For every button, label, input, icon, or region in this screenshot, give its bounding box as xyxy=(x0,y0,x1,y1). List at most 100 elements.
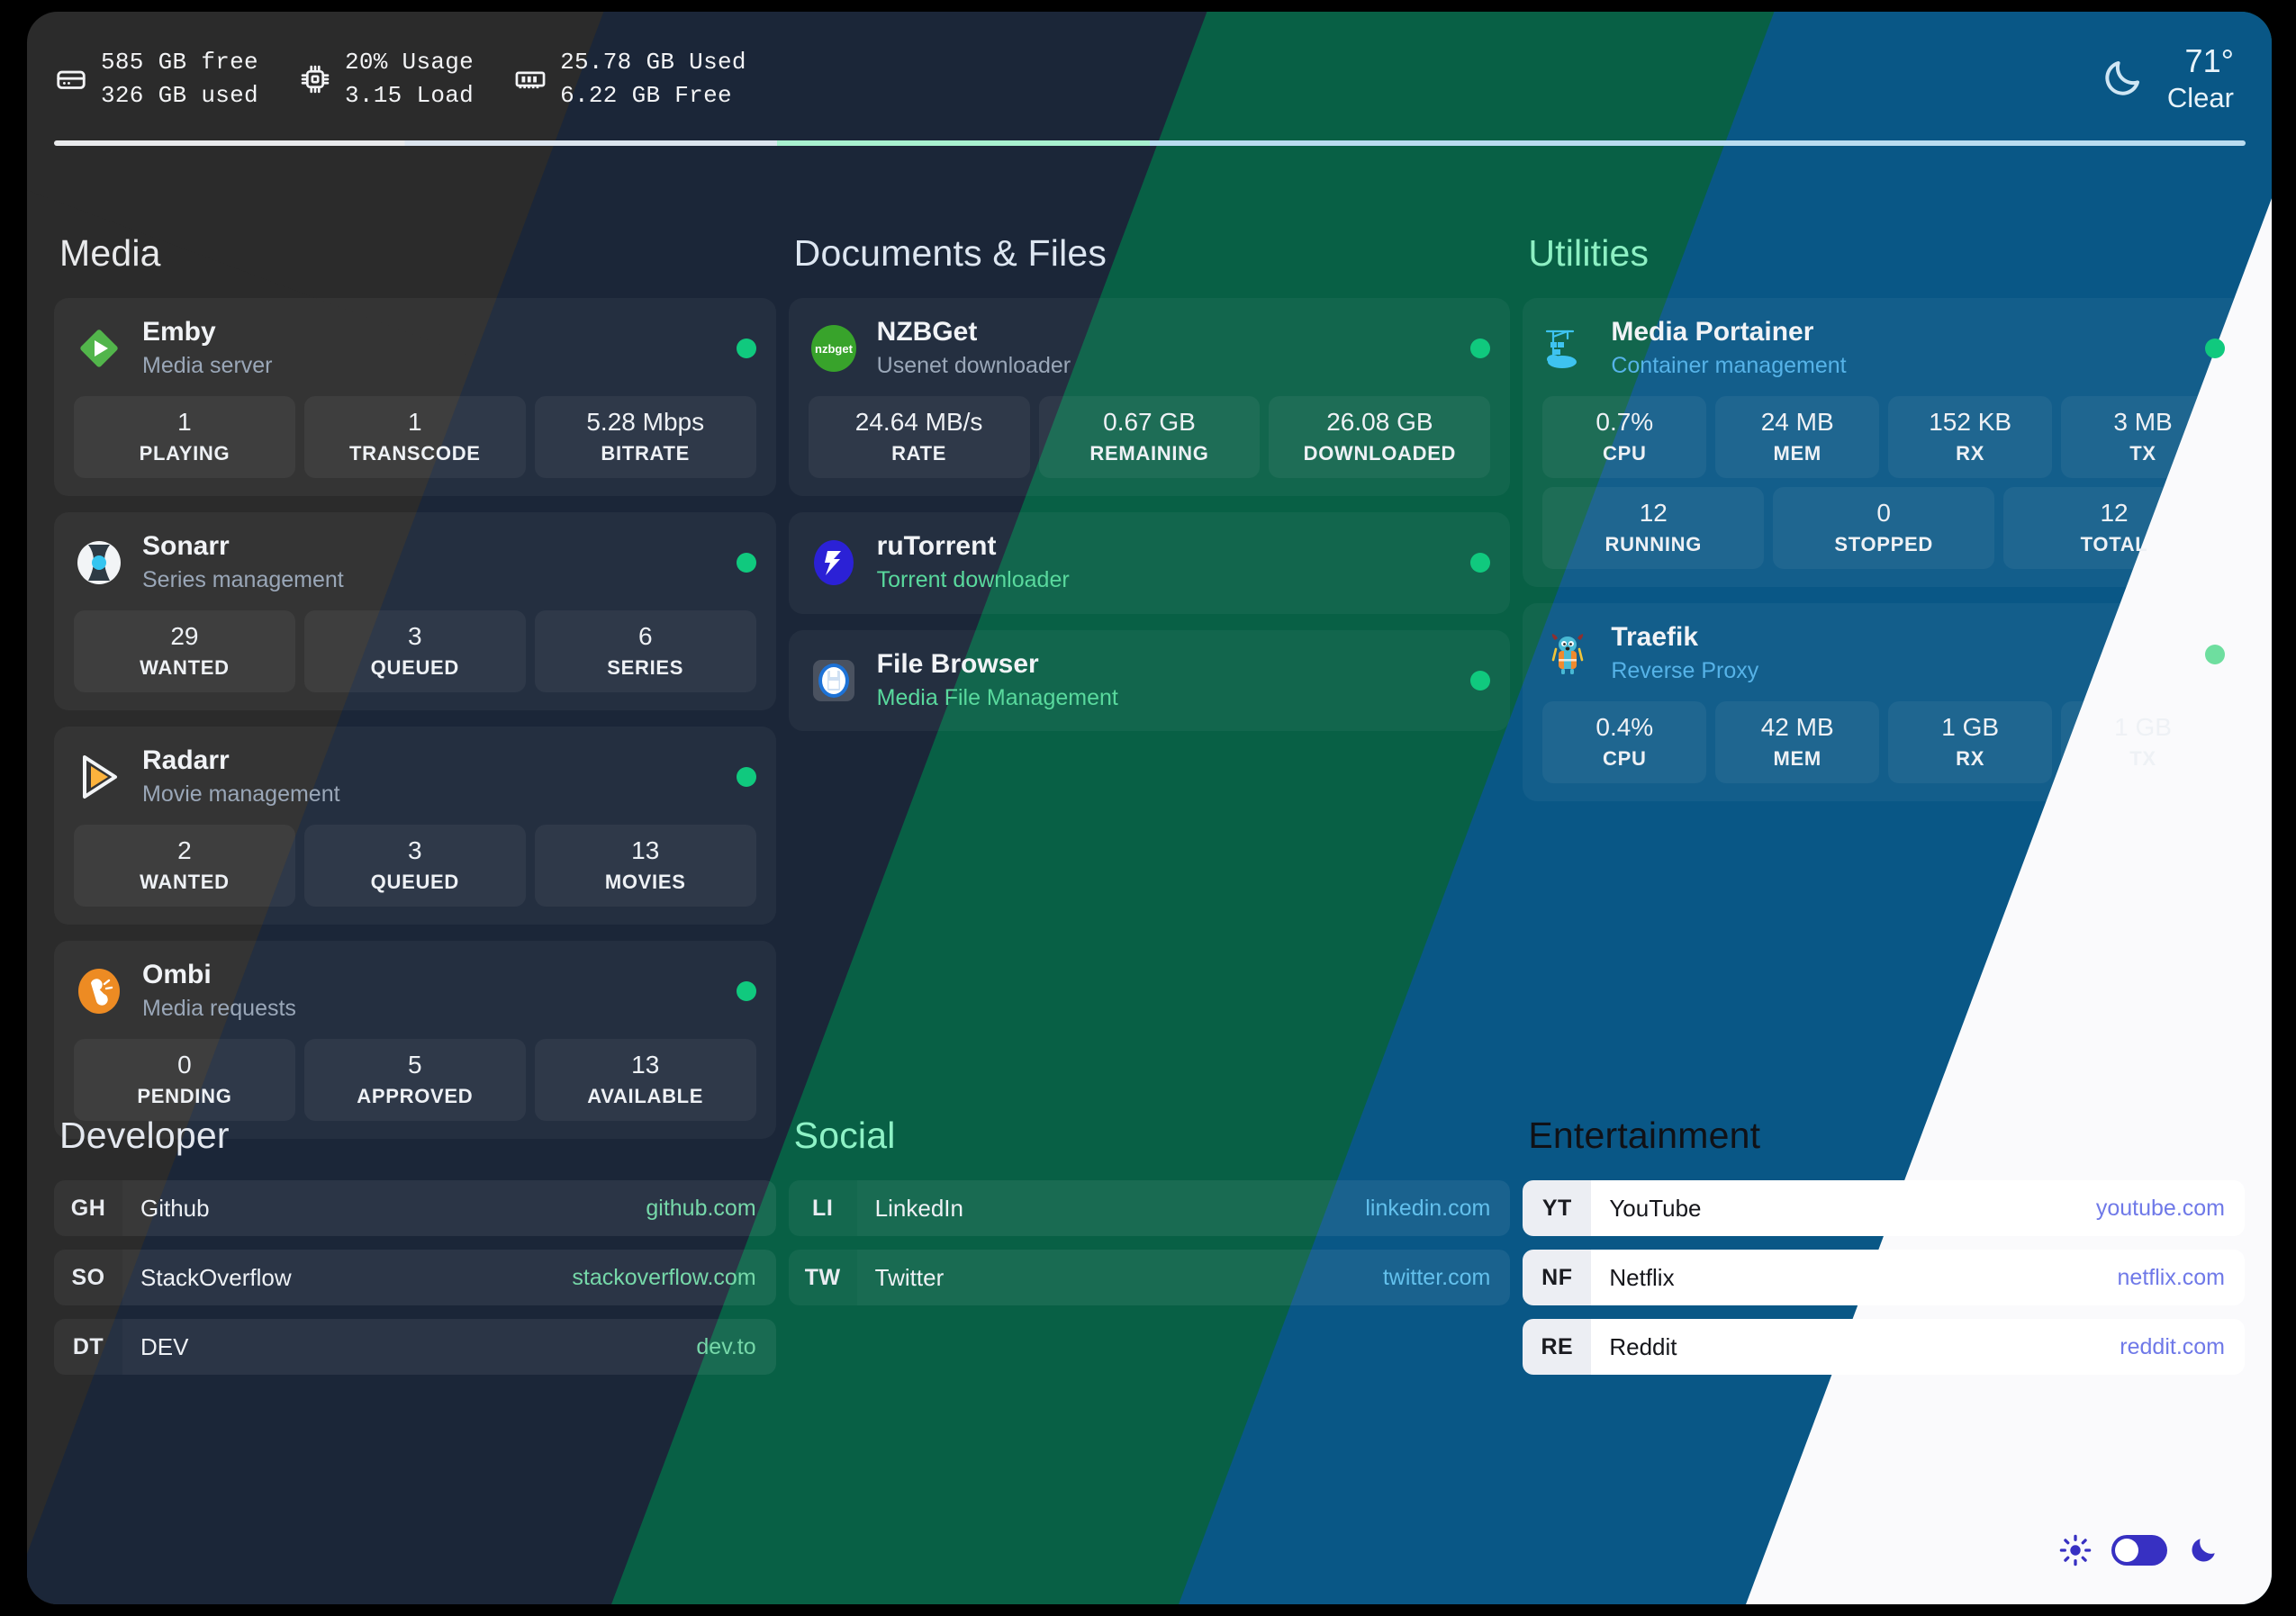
bookmark-github[interactable]: GH Github github.com xyxy=(54,1180,776,1236)
service-name: NZBGet xyxy=(876,317,978,347)
stat-value: 3 MB xyxy=(2113,407,2173,436)
theme-switch[interactable] xyxy=(2111,1535,2167,1566)
bookmark-reddit[interactable]: RE Reddit reddit.com xyxy=(1523,1319,2245,1375)
stat-value: 24.64 MB/s xyxy=(854,407,983,436)
sun-icon[interactable] xyxy=(2059,1534,2092,1566)
bookmark-url: stackoverflow.com xyxy=(572,1264,756,1290)
stat-mem: 24 MB MEM xyxy=(1715,395,1880,478)
stat-label: TX xyxy=(2129,441,2156,465)
cpu-load-text: 3.15 Load xyxy=(344,81,475,109)
stat-value: 0 xyxy=(177,1050,192,1079)
stat-value: 0.4% xyxy=(1595,712,1654,741)
service-name: ruTorrent xyxy=(876,530,997,561)
service-card-radarr[interactable]: Radarr Movie management 2 WANTED 3 QUEUE… xyxy=(54,726,776,925)
stat-label: QUEUED xyxy=(370,655,459,679)
dashboard-frame: 585 GB free 326 GB used 20% U xyxy=(27,12,2272,1604)
stat-value: 6 xyxy=(637,621,653,650)
stat-wanted: 29 WANTED xyxy=(74,609,295,692)
service-card-file-browser[interactable]: File Browser Media File Management xyxy=(788,629,1511,732)
service-group-utilities: Utilities xyxy=(1523,205,2245,1155)
stat-wanted: 2 WANTED xyxy=(74,824,295,907)
bookmark-name: Netflix xyxy=(1609,1263,1675,1291)
bookmark-badge: YT xyxy=(1523,1180,1592,1236)
status-indicator xyxy=(736,767,756,788)
group-title-documents: Documents & Files xyxy=(793,232,1107,274)
stat-label: TRANSCODE xyxy=(349,441,481,465)
stat-value: 12 xyxy=(2100,498,2129,527)
service-card-rutorrent[interactable]: ruTorrent Torrent downloader xyxy=(788,511,1511,614)
status-indicator xyxy=(1470,671,1491,691)
stat-tx: 3 MB TX xyxy=(2061,395,2226,478)
service-card-nzbget[interactable]: nzbget NZBGet Usenet downloader 24.64 MB… xyxy=(788,298,1511,496)
bookmark-stackoverflow[interactable]: SO StackOverflow stackoverflow.com xyxy=(54,1250,776,1305)
group-title-developer: Developer xyxy=(59,1115,230,1156)
bookmark-dev[interactable]: DT DEV dev.to xyxy=(54,1319,776,1375)
status-indicator xyxy=(1470,553,1491,573)
service-name: File Browser xyxy=(876,648,1039,679)
service-card-sonarr[interactable]: Sonarr Series management 29 WANTED 3 QUE… xyxy=(54,511,776,710)
service-name: Ombi xyxy=(142,959,212,989)
bookmark-badge: NF xyxy=(1523,1250,1592,1305)
bookmark-badge: RE xyxy=(1523,1319,1592,1375)
service-name: Traefik xyxy=(1611,622,1699,653)
stat-label: CPU xyxy=(1603,747,1647,771)
bookmark-youtube[interactable]: YT YouTube youtube.com xyxy=(1523,1180,2245,1236)
bookmark-name: DEV xyxy=(140,1332,189,1360)
bookmark-url: youtube.com xyxy=(2095,1195,2225,1221)
stat-tx: 1 GB TX xyxy=(2061,700,2226,784)
service-card-media-portainer[interactable]: Media Portainer Container management 0.7… xyxy=(1523,298,2245,588)
service-card-traefik[interactable]: Traefik Reverse Proxy 0.4% CPU 42 MB MEM xyxy=(1523,603,2245,802)
filebrowser-icon xyxy=(809,655,859,706)
disk-used-text: 326 GB used xyxy=(101,81,258,109)
stat-queued: 3 QUEUED xyxy=(303,824,526,907)
moon-icon[interactable] xyxy=(2187,1534,2219,1566)
bookmark-group-entertainment: Entertainment YT YouTube youtube.com NF … xyxy=(1523,1088,2245,1388)
service-subtitle: Media server xyxy=(142,353,273,378)
theme-toggle[interactable] xyxy=(2059,1534,2219,1566)
stat-label: WANTED xyxy=(140,870,230,893)
stat-remaining: 0.67 GB REMAINING xyxy=(1038,395,1261,478)
system-info: 585 GB free 326 GB used 20% U xyxy=(54,46,786,113)
group-title-utilities: Utilities xyxy=(1528,232,1650,274)
bookmark-twitter[interactable]: TW Twitter twitter.com xyxy=(788,1250,1511,1305)
stat-label: STOPPED xyxy=(1834,533,1933,556)
bookmark-url: github.com xyxy=(646,1195,756,1221)
stat-label: MEM xyxy=(1773,747,1821,771)
bookmark-netflix[interactable]: NF Netflix netflix.com xyxy=(1523,1250,2245,1305)
stat-cpu: 0.4% CPU xyxy=(1542,700,1707,784)
stat-bitrate: 5.28 Mbps BITRATE xyxy=(534,395,756,478)
service-subtitle: Usenet downloader xyxy=(876,353,1071,378)
stat-label: TX xyxy=(2129,747,2156,771)
status-bar: 585 GB free 326 GB used 20% U xyxy=(27,12,2272,147)
service-name: Sonarr xyxy=(142,530,230,561)
bookmark-group-developer: Developer GH Github github.com SO StackO… xyxy=(54,1088,776,1388)
service-subtitle: Reverse Proxy xyxy=(1611,658,1759,684)
bookmark-linkedin[interactable]: LI LinkedIn linkedin.com xyxy=(788,1180,1511,1236)
service-stats-resources: 0.7% CPU 24 MB MEM 152 KB RX 3 MB TX xyxy=(1542,395,2226,478)
service-stats: 1 PLAYING 1 TRANSCODE 5.28 Mbps BITRATE xyxy=(74,395,756,478)
sonarr-icon xyxy=(74,537,124,588)
bookmark-name: StackOverflow xyxy=(140,1263,292,1291)
bookmark-group-social: Social LI LinkedIn linkedin.com TW Twitt… xyxy=(788,1088,1511,1388)
ombi-icon xyxy=(74,966,124,1016)
stat-series: 6 SERIES xyxy=(534,609,756,692)
bookmark-name: Twitter xyxy=(874,1263,945,1291)
stat-queued: 3 QUEUED xyxy=(303,609,526,692)
service-card-emby[interactable]: Emby Media server 1 PLAYING 1 TRANSCODE xyxy=(54,298,776,496)
service-group-media: Media Emby Media server xyxy=(54,205,776,1155)
portainer-icon xyxy=(1542,323,1593,374)
stat-label: TOTAL xyxy=(2080,533,2148,556)
bookmark-name: LinkedIn xyxy=(874,1194,963,1222)
service-name: Radarr xyxy=(142,745,230,775)
memory-used-text: 25.78 GB Used xyxy=(560,49,746,76)
bookmark-badge: TW xyxy=(788,1250,857,1305)
status-indicator xyxy=(1470,339,1491,359)
status-indicator xyxy=(2205,339,2225,359)
service-groups: Media Emby Media server xyxy=(27,205,2272,1155)
service-name: Emby xyxy=(142,317,216,347)
service-subtitle: Container management xyxy=(1611,353,1847,378)
stat-value: 13 xyxy=(631,835,660,864)
weather-widget: 71° Clear xyxy=(2101,41,2234,116)
bookmark-name: YouTube xyxy=(1609,1194,1702,1222)
stat-label: RX xyxy=(1956,747,1985,771)
